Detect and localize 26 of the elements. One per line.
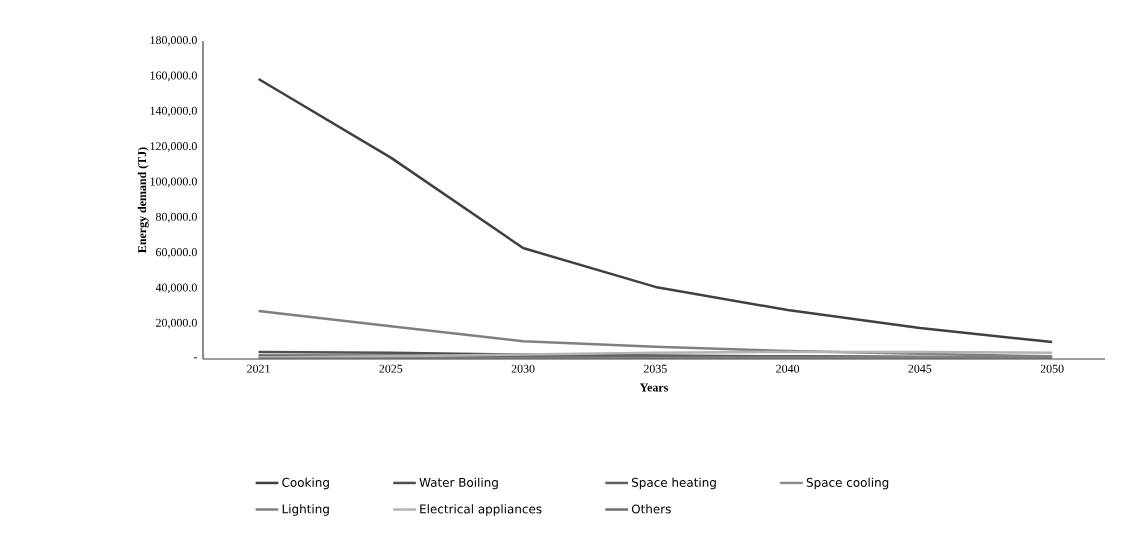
y-tick-label: 180,000.0: [150, 36, 197, 46]
legend-label: Lighting: [282, 504, 329, 516]
x-tick-label: 2025: [379, 364, 403, 373]
x-tick-label: 2050: [1040, 364, 1064, 373]
legend-label: Space heating: [631, 477, 716, 490]
y-tick-label: 20,000.0: [156, 318, 197, 329]
legend-label: Space cooling: [806, 477, 889, 490]
y-tick-label: 40,000.0: [155, 283, 197, 294]
legend-label: Electrical appliances: [420, 504, 542, 516]
x-axis-title: Years: [639, 383, 668, 392]
legend-label: Water Boiling: [419, 477, 498, 490]
x-tick-label: 2045: [908, 364, 932, 373]
y-tick-label: 60,000.0: [156, 248, 197, 258]
legend-label: Cooking: [282, 477, 329, 490]
x-tick-label: 2035: [643, 364, 667, 373]
y-tick-label: 80,000.0: [155, 212, 197, 223]
x-tick-label: 2030: [511, 364, 535, 373]
y-tick-label: 160,000.0: [150, 71, 197, 82]
x-tick-label: 2021: [247, 364, 270, 373]
y-tick-label: -: [193, 357, 197, 359]
legend-label: Others: [631, 504, 671, 514]
x-tick-label: 2040: [776, 364, 800, 373]
y-axis-title: Energy demand (TJ): [137, 147, 149, 253]
y-tick-label: 100,000.0: [150, 177, 197, 188]
y-tick-label: 140,000.0: [150, 106, 197, 117]
y-tick-label: 120,000.0: [150, 142, 197, 152]
